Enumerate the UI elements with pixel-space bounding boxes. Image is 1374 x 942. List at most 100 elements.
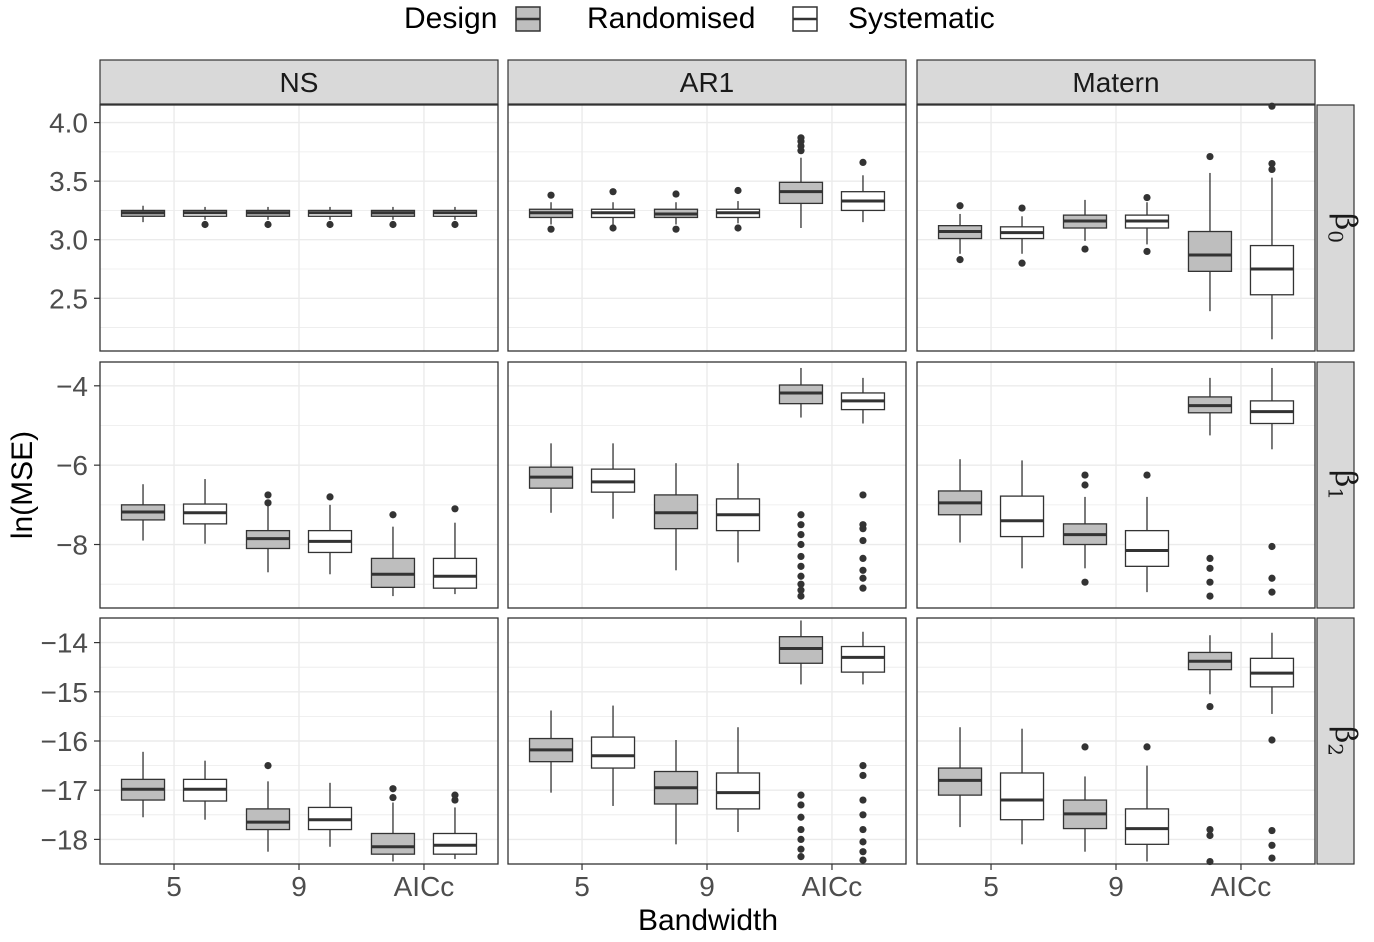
box-aicc-systematic-outlier: [1268, 854, 1276, 862]
panel-ar1-row-0: [507, 104, 907, 352]
box-aicc-systematic-outlier: [859, 771, 867, 780]
y-tick-label: −4: [56, 371, 88, 402]
box-aicc-systematic-outlier: [1268, 165, 1276, 174]
box-9-randomised-outlier: [264, 499, 272, 507]
box-aicc-systematic-outlier: [859, 574, 867, 582]
box-5-systematic: [590, 736, 636, 769]
box-aicc-randomised-outlier: [1206, 554, 1214, 563]
facet-strip-label-ns: NS: [280, 67, 319, 98]
row-strip-label-1: β1: [1324, 470, 1363, 500]
y-tick-label: −16: [41, 726, 89, 757]
y-tick-label: 4.0: [49, 108, 88, 139]
box-aicc-systematic-outlier: [1268, 841, 1276, 849]
box-5-randomised-outlier: [547, 225, 555, 233]
x-tick-label: AICc: [802, 871, 863, 902]
box-aicc-systematic-outlier: [1268, 102, 1276, 110]
box-aicc-systematic-outlier: [451, 796, 459, 804]
box-5-randomised-outlier: [547, 191, 555, 199]
box-aicc-systematic-outlier: [859, 856, 867, 864]
box-aicc-systematic: [432, 557, 478, 589]
box-5-systematic-outlier: [1018, 259, 1026, 267]
panel-ns-row-2: 5 9 AICc: [99, 617, 499, 902]
row-strip-0: [1316, 104, 1355, 352]
box-9-randomised: [245, 808, 291, 831]
row-strip-2: [1316, 617, 1355, 865]
box-9-systematic-outlier: [326, 493, 334, 501]
x-tick-label: AICc: [1211, 871, 1272, 902]
box-aicc-systematic-outlier: [1268, 826, 1276, 835]
box-aicc-systematic-outlier: [859, 491, 867, 499]
box-aicc-randomised-outlier: [797, 853, 805, 861]
panel-border: [916, 104, 1316, 352]
box-aicc-randomised-outlier: [797, 540, 805, 549]
x-axis-title: Bandwidth: [638, 904, 778, 937]
box-9-randomised-outlier: [1081, 481, 1089, 489]
box-aicc-systematic-outlier: [1268, 736, 1276, 744]
box-aicc-randomised-outlier: [797, 825, 805, 834]
box-aicc-systematic-outlier: [1268, 159, 1276, 168]
box-9-randomised-outlier: [672, 190, 680, 198]
box-aicc-randomised-outlier: [797, 511, 805, 519]
facet-strip-ar1: [507, 59, 907, 105]
facet-strip-label-matern: Matern: [1072, 67, 1159, 98]
box-aicc-randomised-outlier: [797, 592, 805, 600]
box-9-systematic: [715, 772, 761, 810]
box-aicc-systematic-outlier: [859, 584, 867, 592]
box-aicc-randomised-outlier: [797, 801, 805, 809]
box-aicc-systematic-outlier: [451, 220, 459, 229]
panel-ar1-row-2: 5 9 AICc: [507, 617, 907, 902]
box-aicc-systematic-outlier: [859, 825, 867, 834]
box-aicc-randomised-outlier: [1206, 825, 1214, 834]
x-tick-label: 9: [699, 871, 715, 902]
box-aicc-systematic-outlier: [859, 158, 867, 166]
row-strip-1: [1316, 361, 1355, 609]
box-aicc-systematic-outlier: [1268, 588, 1276, 596]
panel-matern-row-0: [916, 102, 1316, 352]
panel-ar1-row-1: [507, 361, 907, 609]
facet-strip-label-ar1: AR1: [680, 67, 734, 98]
panel-border: [507, 104, 907, 352]
box-5-systematic: [999, 495, 1045, 538]
y-tick-label: −6: [56, 450, 88, 481]
panel-border: [507, 361, 907, 609]
box-5-systematic: [999, 772, 1045, 821]
panel-border: [99, 104, 499, 352]
box-9-systematic: [1124, 808, 1170, 845]
box-aicc-systematic-outlier: [451, 505, 459, 513]
box-aicc-randomised-outlier: [389, 785, 397, 793]
box-5-systematic-outlier: [1018, 204, 1026, 212]
legend-label-systematic: Systematic: [848, 2, 995, 35]
box-aicc-randomised-outlier: [797, 562, 805, 570]
box-9-systematic-outlier: [1143, 247, 1151, 256]
box-aicc-systematic-outlier: [1268, 574, 1276, 582]
box-aicc-randomised: [1187, 230, 1233, 272]
box-aicc-systematic-outlier: [859, 536, 867, 545]
row-strip-label-0: β0: [1324, 213, 1363, 243]
x-tick-label: 9: [291, 871, 307, 902]
panel-border: [99, 361, 499, 609]
x-tick-label: 5: [166, 871, 182, 902]
box-aicc-systematic-outlier: [1268, 542, 1276, 551]
panel-ns-row-0: [99, 104, 499, 352]
box-9-randomised-outlier: [264, 491, 272, 499]
box-9-randomised-outlier: [264, 762, 272, 770]
box-aicc-systematic-outlier: [451, 791, 459, 799]
panel-matern-row-1: [916, 361, 1316, 609]
y-tick-label: 3.5: [49, 166, 88, 197]
box-aicc-randomised-outlier: [389, 511, 397, 519]
box-9-randomised-outlier: [1081, 245, 1089, 253]
y-tick-label: −15: [41, 677, 89, 708]
legend-label-randomised: Randomised: [587, 2, 755, 35]
y-tick-label: −18: [41, 824, 89, 855]
box-aicc-randomised-outlier: [1206, 831, 1214, 840]
box-9-systematic-outlier: [1143, 471, 1151, 479]
facet-strip-ns: [99, 59, 499, 105]
facet-strip-matern: [916, 59, 1316, 105]
x-tick-label: 5: [574, 871, 590, 902]
x-tick-label: AICc: [394, 871, 455, 902]
x-tick-label: 5: [983, 871, 999, 902]
box-aicc-systematic-outlier: [859, 525, 867, 533]
box-aicc-systematic-outlier: [859, 566, 867, 574]
box-aicc-randomised-outlier: [797, 134, 805, 142]
